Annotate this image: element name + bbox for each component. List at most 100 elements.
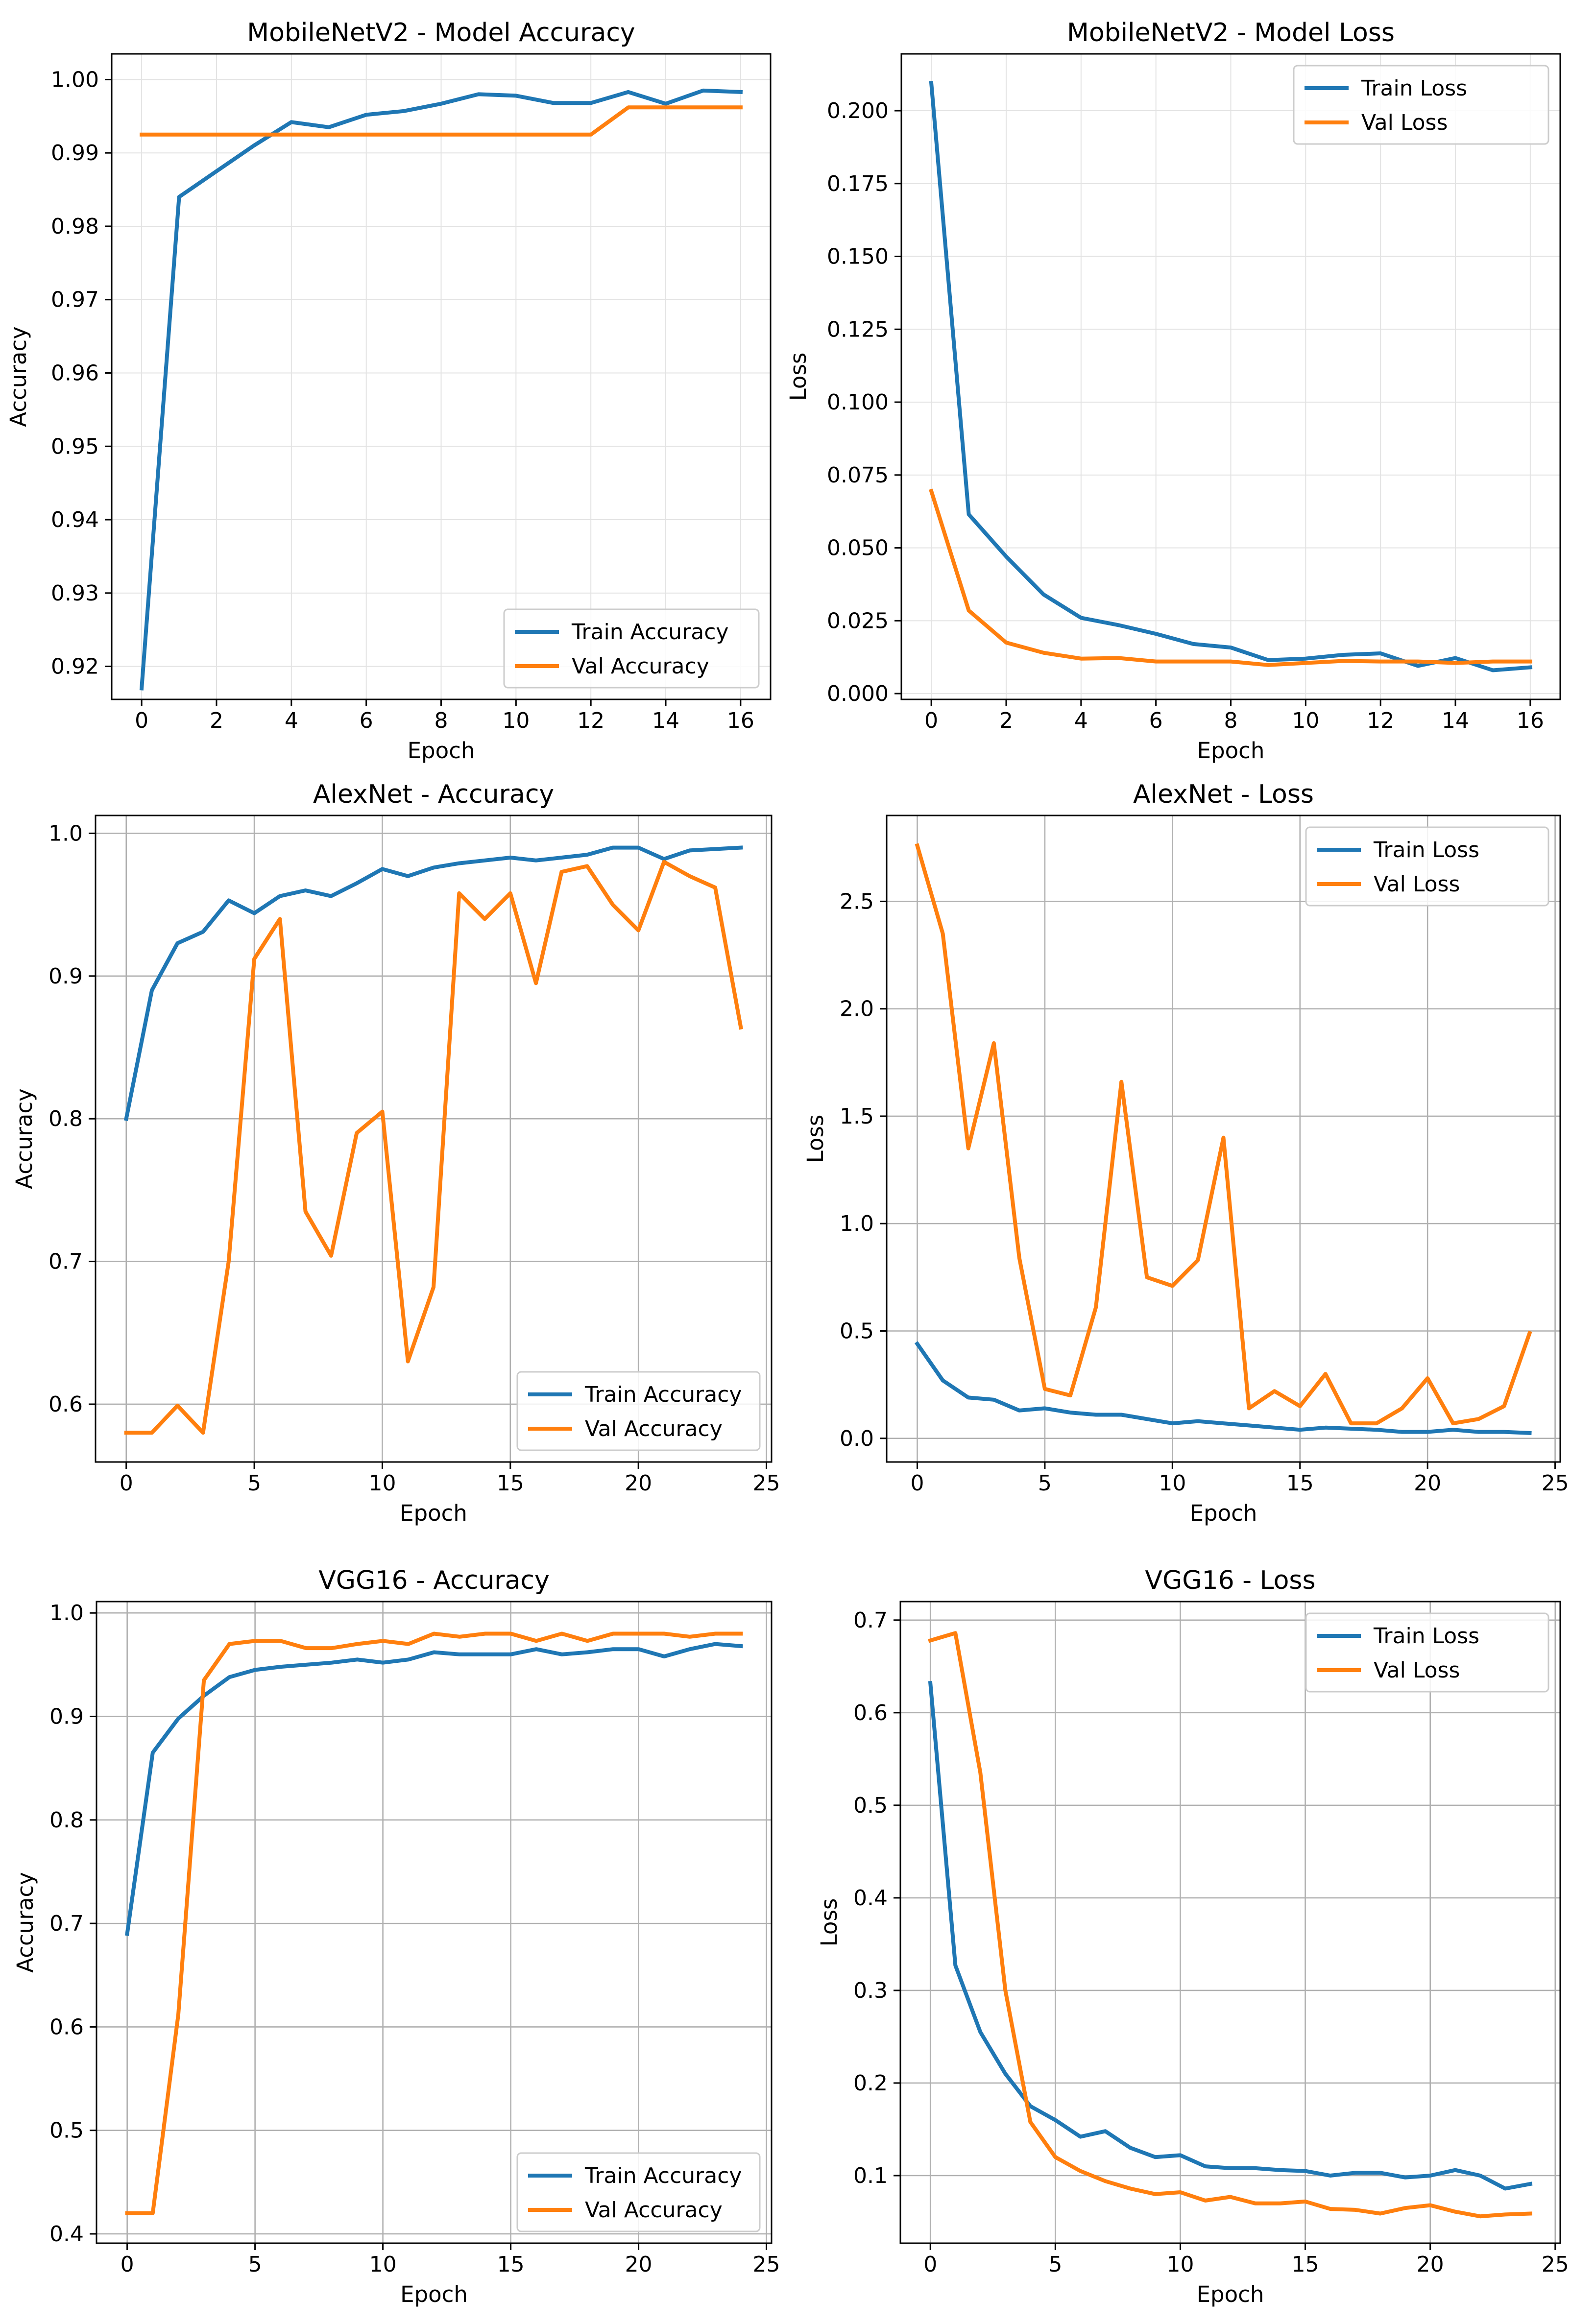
y-tick-label: 0.100	[827, 390, 889, 415]
plot-area	[97, 1602, 772, 2243]
legend-label: Train Loss	[1373, 838, 1479, 863]
legend: Train Loss Val Loss	[1293, 65, 1549, 145]
x-tick-label: 0	[120, 1471, 133, 1496]
y-tick-label: 0.93	[51, 581, 99, 606]
x-tick-label: 15	[497, 1471, 524, 1496]
legend-box	[516, 1371, 761, 1451]
y-tick-label: 0.200	[827, 98, 889, 123]
y-tick-label: 0.94	[51, 507, 99, 532]
y-tick-label: 0.175	[827, 171, 889, 196]
x-tick-label: 12	[577, 708, 604, 733]
x-tick-label: 20	[1417, 2252, 1444, 2277]
y-tick-label: 0.9	[49, 1704, 84, 1729]
legend-label: Train Accuracy	[571, 620, 728, 645]
y-tick-label: 0.92	[51, 654, 99, 679]
x-tick-label: 6	[360, 708, 373, 733]
y-tick-label: 2.5	[840, 889, 874, 914]
x-axis-label: Epoch	[1197, 738, 1265, 764]
series-line-val	[928, 1631, 1532, 2219]
y-tick-label: 1.0	[840, 1211, 874, 1236]
x-tick-label: 25	[1542, 2252, 1569, 2277]
y-axis-label: Loss	[785, 353, 811, 401]
x-tick-label: 12	[1367, 708, 1394, 733]
axes-frame	[96, 1601, 773, 2244]
plot-area	[900, 1602, 1560, 2243]
legend: Train Loss Val Loss	[1305, 826, 1549, 907]
legend-box	[516, 2152, 761, 2232]
legend-label: Val Loss	[1361, 110, 1448, 135]
x-tick-label: 14	[1442, 708, 1469, 733]
series-line-train	[914, 1341, 1532, 1435]
legend: Train Loss Val Loss	[1305, 1612, 1549, 1693]
axes-frame	[899, 1601, 1561, 2244]
legend-label: Val Loss	[1374, 1658, 1460, 1683]
y-tick-label: 0.075	[827, 463, 889, 488]
chart-panel-4: 0 5 10 15 20 25 0.0 0.5 1.0 1.5 2.0 2.5 AlexNet - Lo…	[802, 780, 1569, 1526]
plot-area	[96, 815, 772, 1462]
x-tick-label: 16	[1517, 708, 1544, 733]
series-line-train	[123, 845, 743, 1121]
x-axis-label: Epoch	[408, 738, 475, 764]
series-line-val	[125, 1631, 743, 2215]
chart-title: MobileNetV2 - Model Loss	[1067, 18, 1395, 48]
x-tick-label: 8	[435, 708, 448, 733]
legend-label: Val Loss	[1374, 872, 1460, 897]
x-tick-label: 6	[1149, 708, 1163, 733]
y-tick-label: 0.5	[840, 1318, 874, 1343]
x-axis-label: Epoch	[400, 1500, 467, 1526]
x-tick-label: 5	[1048, 2252, 1062, 2277]
y-tick-label: 0.6	[49, 2014, 84, 2039]
chart-panel-6: 0 5 10 15 20 25 0.1 0.2 0.3 0.4 0.5 0.6 0.7 VGG16 - L…	[816, 1566, 1569, 2307]
x-tick-label: 0	[911, 1471, 924, 1496]
x-tick-label: 2	[999, 708, 1013, 733]
legend-label: Val Accuracy	[585, 2198, 723, 2223]
x-tick-label: 5	[248, 2252, 262, 2277]
y-tick-label: 0.7	[48, 1249, 83, 1274]
chart-panel-3: 0 5 10 15 20 25 0.6 0.7 0.8 0.9 1.0 AlexNet - Accur…	[11, 780, 780, 1526]
y-tick-label: 0.4	[853, 1886, 888, 1911]
y-tick-label: 0.125	[827, 317, 889, 342]
x-tick-label: 20	[625, 2252, 652, 2277]
legend-label: Train Loss	[1361, 76, 1467, 101]
series-line-val	[124, 860, 743, 1435]
series-line-train	[139, 88, 743, 691]
y-axis-label: Accuracy	[5, 326, 31, 427]
y-tick-label: 0.5	[853, 1793, 888, 1818]
legend-box	[503, 608, 760, 689]
y-tick-label: 0.98	[51, 214, 99, 239]
chart-panel-5: 0 5 10 15 20 25 0.4 0.5 0.6 0.7 0.8 0.9 1.0 VGG16 - A…	[12, 1566, 780, 2307]
x-tick-label: 4	[1074, 708, 1088, 733]
y-tick-label: 0.99	[51, 141, 99, 166]
y-tick-label: 0.150	[827, 244, 889, 269]
y-tick-label: 0.97	[51, 288, 99, 312]
x-tick-label: 5	[1038, 1471, 1052, 1496]
y-tick-label: 1.0	[48, 821, 83, 846]
x-tick-label: 16	[727, 708, 754, 733]
y-tick-label: 0.6	[48, 1392, 83, 1417]
y-tick-label: 0.025	[827, 608, 889, 633]
legend: Train Accuracy Val Accuracy	[516, 2152, 761, 2232]
series-line-val	[929, 488, 1532, 667]
x-tick-label: 10	[1159, 1471, 1186, 1496]
y-tick-label: 0.2	[853, 2071, 888, 2096]
y-tick-label: 0.7	[49, 1911, 84, 1936]
x-tick-label: 5	[247, 1471, 261, 1496]
x-tick-label: 0	[121, 2252, 134, 2277]
chart-title: VGG16 - Loss	[1145, 1566, 1315, 1595]
x-tick-label: 25	[1542, 1471, 1569, 1496]
y-tick-label: 0.9	[48, 964, 83, 989]
y-tick-label: 0.000	[827, 681, 889, 706]
legend-box	[1305, 1612, 1549, 1693]
legend-label: Train Accuracy	[584, 2163, 742, 2188]
y-tick-label: 0.5	[49, 2118, 84, 2143]
x-tick-label: 8	[1224, 708, 1238, 733]
y-tick-label: 0.8	[49, 1808, 84, 1833]
x-tick-label: 0	[923, 2252, 937, 2277]
y-tick-label: 0.0	[840, 1426, 874, 1451]
x-tick-label: 10	[369, 2252, 397, 2277]
axes-frame	[95, 815, 773, 1463]
legend-label: Val Accuracy	[585, 1416, 723, 1441]
x-axis-label: Epoch	[1197, 2281, 1264, 2307]
y-axis-label: Loss	[802, 1115, 828, 1163]
x-tick-label: 14	[652, 708, 679, 733]
